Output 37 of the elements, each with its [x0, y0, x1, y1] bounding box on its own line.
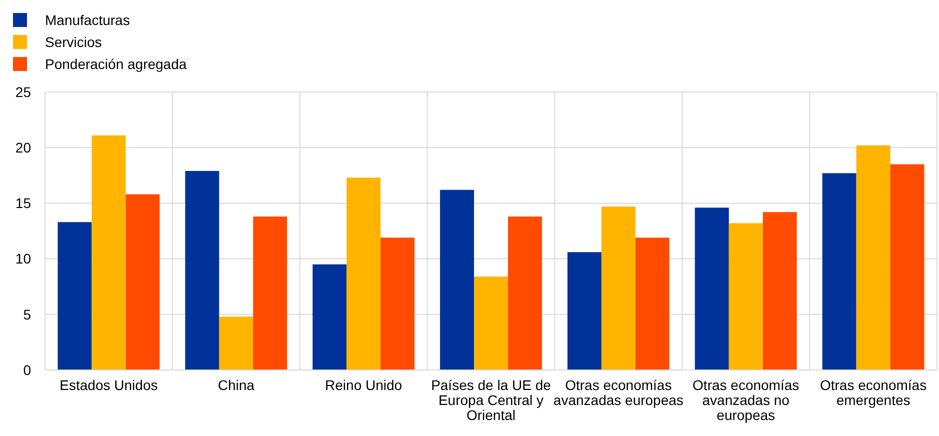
x-tick-label: Estados Unidos: [60, 377, 158, 393]
bar: [346, 178, 381, 370]
bar: [856, 145, 890, 370]
y-tick-label: 10: [15, 250, 32, 267]
y-tick-label: 5: [23, 306, 32, 322]
y-tick-label: 15: [15, 195, 32, 212]
y-tick-label: 25: [15, 84, 32, 100]
bar: [253, 216, 288, 370]
bar: [219, 316, 254, 370]
legend-label: Servicios: [45, 34, 102, 50]
x-tick-label: Otras economías avanzadas no europeas: [692, 377, 800, 423]
x-tick-label: Otras economías emergentes: [820, 377, 927, 408]
y-tick-label: 20: [15, 140, 32, 156]
bar: [440, 190, 474, 370]
legend-label: Ponderación agregada: [45, 56, 187, 72]
legend-label: Manufacturas: [45, 12, 130, 28]
bar: [126, 194, 160, 370]
bar: [822, 173, 856, 370]
bar: [601, 206, 636, 370]
bar: [312, 264, 347, 370]
bar: [92, 135, 126, 370]
bar: [728, 223, 763, 370]
bar: [380, 238, 415, 370]
x-tick-label: China: [218, 377, 255, 393]
x-tick-label: Reino Unido: [325, 377, 402, 393]
bar: [58, 222, 92, 370]
bar: [890, 164, 924, 370]
bar: [635, 238, 670, 370]
x-tick-label: Otras economías avanzadas europeas: [553, 377, 684, 408]
bar: [762, 212, 797, 370]
bar: [567, 252, 602, 370]
bar: [474, 276, 508, 370]
x-tick-label: Países de la UE de Europa Central y Oriental: [431, 377, 552, 423]
bar: [508, 216, 542, 370]
bar: [185, 170, 220, 370]
bar: [694, 208, 729, 370]
y-tick-label: 0: [23, 362, 32, 378]
